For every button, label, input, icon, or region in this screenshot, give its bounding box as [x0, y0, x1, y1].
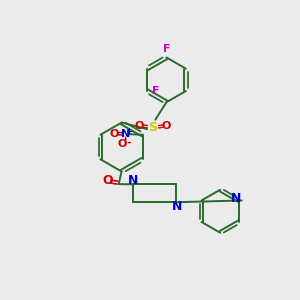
- Text: N: N: [172, 200, 183, 213]
- Text: F: F: [163, 44, 170, 53]
- Text: O: O: [162, 121, 171, 131]
- Text: N: N: [231, 193, 242, 206]
- Text: O: O: [118, 139, 127, 149]
- Text: N: N: [128, 174, 138, 187]
- Text: O: O: [110, 129, 119, 139]
- Text: F: F: [152, 86, 160, 96]
- Text: N: N: [121, 129, 130, 139]
- Text: S: S: [148, 121, 158, 134]
- Text: O: O: [135, 121, 144, 131]
- Text: O: O: [102, 174, 112, 187]
- Text: +: +: [125, 127, 132, 136]
- Text: -: -: [127, 138, 131, 148]
